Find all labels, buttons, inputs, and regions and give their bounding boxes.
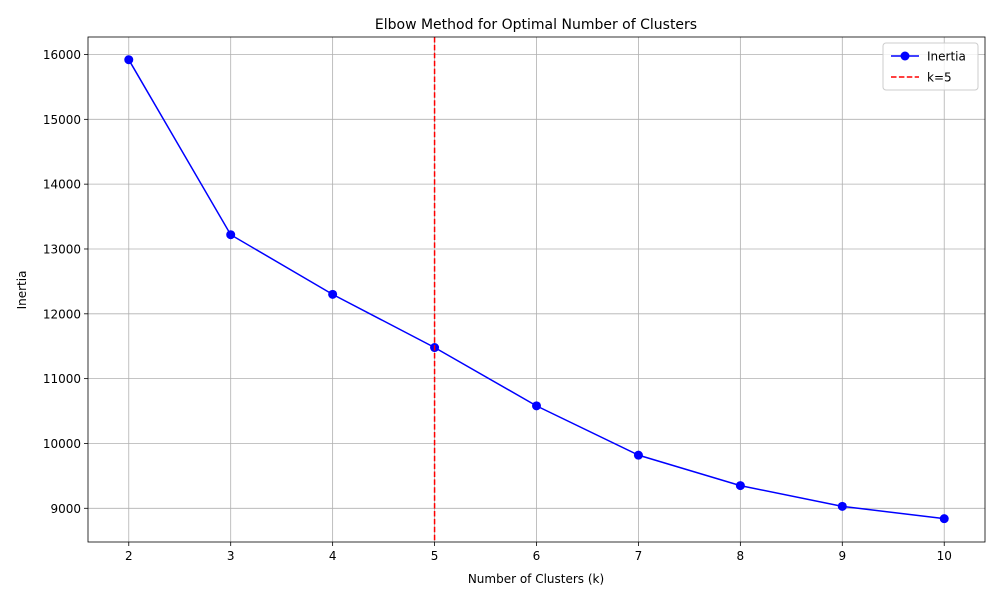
y-tick-label: 16000 xyxy=(43,48,81,62)
data-point-inertia xyxy=(226,230,236,240)
data-point-inertia xyxy=(124,55,134,65)
x-tick-label: 5 xyxy=(431,549,439,563)
legend-inertia-label: Inertia xyxy=(927,50,966,64)
y-tick-label: 13000 xyxy=(43,242,81,256)
data-point-inertia xyxy=(735,481,745,491)
x-tick-label: 8 xyxy=(737,549,745,563)
data-point-inertia xyxy=(328,289,338,299)
plot-area: 2 3 4 5 6 7 8 9 10 9000 10000 11000 12000 13000 14000 1… xyxy=(43,36,986,563)
chart-title: Elbow Method for Optimal Number of Clust… xyxy=(375,17,697,33)
x-tick-label: 7 xyxy=(635,549,643,563)
y-tick-label: 11000 xyxy=(43,372,81,386)
data-point-inertia xyxy=(633,450,643,460)
x-tick-label: 2 xyxy=(125,549,133,563)
y-tick-label: 9000 xyxy=(50,502,81,516)
legend-k5-label: k=5 xyxy=(927,71,952,85)
y-tick-label: 15000 xyxy=(43,113,81,127)
x-tick-label: 6 xyxy=(533,549,541,563)
x-axis-label: Number of Clusters (k) xyxy=(468,572,604,586)
x-tick-label: 3 xyxy=(227,549,235,563)
x-tick-label: 4 xyxy=(329,549,337,563)
y-tick-label: 14000 xyxy=(43,178,81,192)
axes-frame xyxy=(87,36,986,543)
data-point-inertia xyxy=(837,501,847,511)
y-tick-label: 10000 xyxy=(43,437,81,451)
legend: Inertia k=5 xyxy=(882,42,979,91)
y-tick-label: 12000 xyxy=(43,307,81,321)
data-point-inertia xyxy=(939,514,949,524)
data-point-inertia xyxy=(532,401,541,411)
y-axis-label: Inertia xyxy=(15,271,29,310)
legend-inertia-marker xyxy=(900,51,910,61)
x-tick-label: 9 xyxy=(838,549,846,563)
x-tick-label: 10 xyxy=(937,549,952,563)
